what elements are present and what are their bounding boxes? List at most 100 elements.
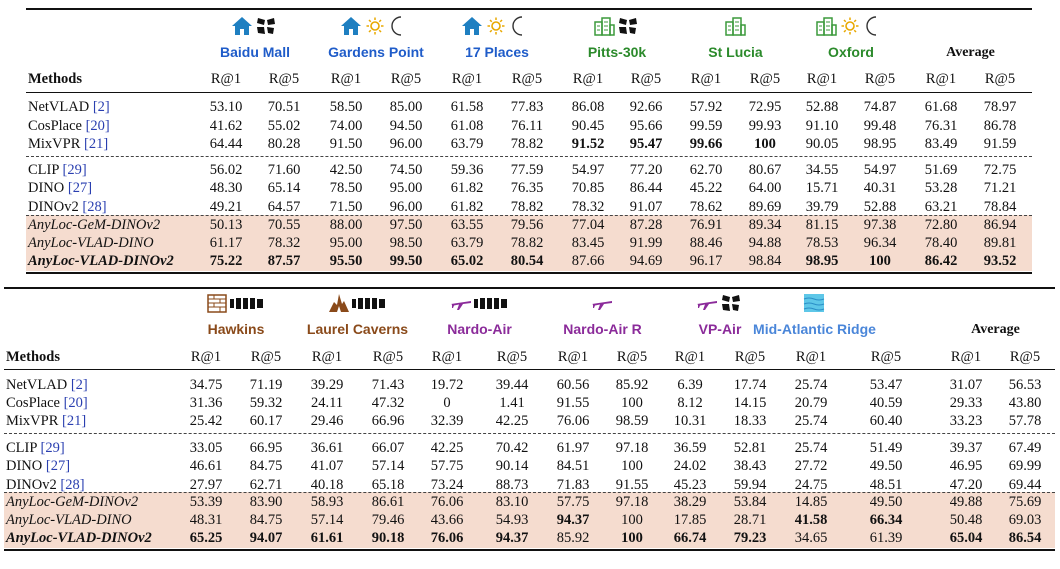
table1-cell: 76.35 [510, 180, 544, 196]
table1-metric-header: R@5 [390, 71, 422, 87]
table2-metric-header: R@5 [870, 349, 902, 365]
table2-metric-header: R@5 [616, 349, 648, 365]
table2-cell: 50.48 [949, 512, 983, 528]
walls-icon [257, 18, 275, 34]
table2-cell: 100 [621, 458, 643, 474]
method-label: CosPlace [28, 118, 82, 134]
table2-cell: 98.59 [615, 413, 649, 429]
citation: [27] [45, 458, 71, 474]
table1-method-name: DINOv2 [28] [28, 199, 107, 216]
table1-cell: 98.95 [805, 253, 839, 269]
table1-cell: 76.11 [510, 118, 544, 134]
method-label: MixVPR [28, 136, 81, 152]
table2-method-name: DINOv2 [28] [6, 477, 85, 494]
table2-cell: 94.37 [495, 530, 529, 546]
moon-icon [512, 16, 523, 36]
table2-cell: 57.78 [1008, 413, 1042, 429]
table2-cell: 25.42 [189, 413, 223, 429]
method-label: CosPlace [6, 395, 60, 411]
table1-cell: 57.92 [689, 99, 723, 115]
table2-metric-header: R@1 [557, 349, 589, 365]
citation: [21] [62, 413, 87, 429]
table1-cell: 76.31 [924, 118, 958, 134]
table1-cell: 77.04 [571, 217, 605, 233]
table2-cell: 91.55 [615, 477, 649, 493]
table2-cell: 67.49 [1008, 440, 1042, 456]
table1-cell: 94.50 [389, 118, 423, 134]
table2-method-name: AnyLoc-GeM-DINOv2 [6, 494, 138, 511]
table2-cell: 24.11 [310, 395, 344, 411]
table2-methods-header: Methods [6, 349, 60, 365]
table2-dataset-name: Average [971, 322, 1020, 337]
table2-cell: 65.18 [371, 477, 405, 493]
table1-cell: 98.95 [863, 136, 897, 152]
method-label: AnyLoc-VLAD-DINO [28, 235, 154, 251]
table1-cell: 78.82 [510, 136, 544, 152]
table1-method-name: AnyLoc-GeM-DINOv2 [28, 217, 160, 234]
table1-cell: 96.00 [389, 199, 423, 215]
table2-method-name: DINO [27] [6, 458, 70, 475]
table1-dataset-icons-2 [461, 16, 533, 36]
table2-cell: 66.74 [673, 530, 707, 546]
table1-dataset-icons-3 [593, 16, 641, 36]
table2-cell: 86.54 [1008, 530, 1042, 546]
table2-cell: 48.51 [869, 477, 903, 493]
table2-dataset-icons-1 [328, 293, 388, 313]
table2-cell: 29.46 [310, 413, 344, 429]
table2-cell: 38.43 [733, 458, 767, 474]
table1-cell: 97.50 [389, 217, 423, 233]
table2-cell: 46.95 [949, 458, 983, 474]
table1-metric-header: R@1 [806, 71, 838, 87]
table1-cell: 48.30 [209, 180, 243, 196]
table1-cell: 74.00 [329, 118, 363, 134]
table1-cell: 87.28 [629, 217, 663, 233]
table1-cell: 87.57 [267, 253, 301, 269]
table2-cell: 86.61 [371, 494, 405, 510]
table1-cell: 86.42 [924, 253, 958, 269]
table1-cell: 72.75 [983, 162, 1017, 178]
method-label: AnyLoc-GeM-DINOv2 [28, 217, 161, 233]
table1-cell: 70.51 [267, 99, 301, 115]
table2-dataset-name: VP-Air [698, 321, 742, 337]
table2-metric-header: R@5 [1009, 349, 1041, 365]
table1-dataset-name: Oxford [828, 44, 874, 60]
table1-cell: 88.00 [329, 217, 363, 233]
table1-method-name: CLIP [29] [28, 162, 87, 179]
table2-dataset-icons-0 [206, 293, 266, 313]
table1-cell: 100 [754, 136, 776, 152]
table1-cell: 58.50 [329, 99, 363, 115]
table2-metric-header: R@1 [431, 349, 463, 365]
table1-metric-header: R@1 [451, 71, 483, 87]
table1-cell: 99.93 [748, 118, 782, 134]
table1-cell: 91.50 [329, 136, 363, 152]
table1-cell: 80.54 [510, 253, 544, 269]
table2-dataset-name: Hawkins [207, 321, 265, 337]
method-label: MixVPR [6, 413, 59, 429]
table2-dataset-name: Nardo-Air [447, 321, 512, 337]
table1-cell: 74.50 [389, 162, 423, 178]
table1-dataset-icons-0 [231, 16, 279, 36]
table2-method-name: MixVPR [21] [6, 413, 86, 430]
table2-cell: 33.05 [189, 440, 223, 456]
table1-metric-header: R@1 [690, 71, 722, 87]
table1-cell: 91.99 [629, 235, 663, 251]
table1-metric-header: R@1 [330, 71, 362, 87]
table1-cell: 91.59 [983, 136, 1017, 152]
table1-cell: 98.50 [389, 235, 423, 251]
table2-cell: 83.10 [495, 494, 529, 510]
table1-cell: 80.67 [748, 162, 782, 178]
table1-cell: 95.47 [629, 136, 663, 152]
table1-cell: 61.68 [924, 99, 958, 115]
table1-cell: 65.14 [267, 180, 301, 196]
table1-cell: 72.80 [924, 217, 958, 233]
table2-cell: 41.07 [310, 458, 344, 474]
table1-header-rule [26, 92, 1032, 93]
table1-cell: 90.45 [571, 118, 605, 134]
table1-cell: 91.10 [805, 118, 839, 134]
table1-cell: 63.55 [450, 217, 484, 233]
table2-cell: 84.75 [249, 458, 283, 474]
method-label: AnyLoc-VLAD-DINO [6, 512, 132, 528]
table2-dataset-icons-4 [696, 293, 744, 313]
table1-cell: 77.83 [510, 99, 544, 115]
table1-cell: 63.79 [450, 235, 484, 251]
